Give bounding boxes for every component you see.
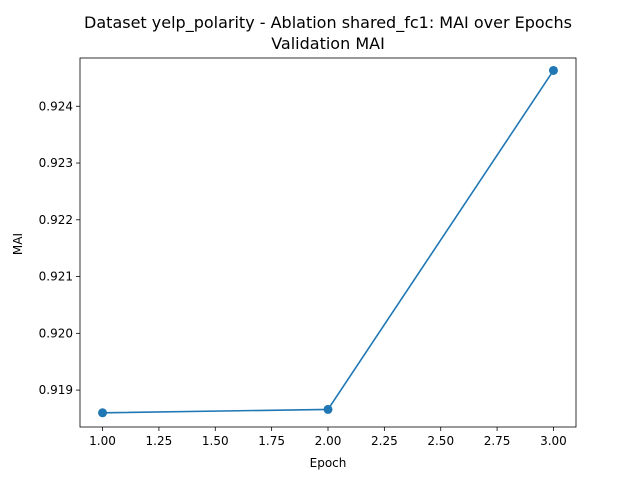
axes-frame [79, 57, 577, 428]
x-tick-label: 2.75 [484, 434, 511, 448]
x-axis-label: Epoch [310, 456, 347, 470]
plot-area: 1.00 1.25 1.50 1.75 2.00 2.25 2.50 2.75 3.00 0.91… [39, 57, 577, 448]
y-tick-label: 0.919 [39, 383, 73, 397]
x-tick-label: 3.00 [540, 434, 567, 448]
y-tick-label: 0.923 [39, 156, 73, 170]
y-tick-label: 0.920 [39, 326, 73, 340]
y-tick-label: 0.921 [39, 270, 73, 284]
data-point [98, 408, 108, 418]
x-tick-label: 2.25 [371, 434, 398, 448]
data-point [323, 404, 333, 414]
x-tick-label: 1.75 [258, 434, 285, 448]
data-point [548, 65, 558, 75]
x-tick-label: 1.00 [89, 434, 116, 448]
y-axis-label: MAI [11, 233, 25, 255]
y-tick-label: 0.922 [39, 213, 73, 227]
x-tick-label: 2.50 [427, 434, 454, 448]
x-tick-label: 2.00 [315, 434, 342, 448]
chart-subtitle: Validation MAI [271, 34, 385, 53]
chart-title: Dataset yelp_polarity - Ablation shared_… [84, 13, 572, 33]
x-tick-label: 1.50 [202, 434, 229, 448]
y-tick-label: 0.924 [39, 99, 73, 113]
x-tick-label: 1.25 [146, 434, 173, 448]
